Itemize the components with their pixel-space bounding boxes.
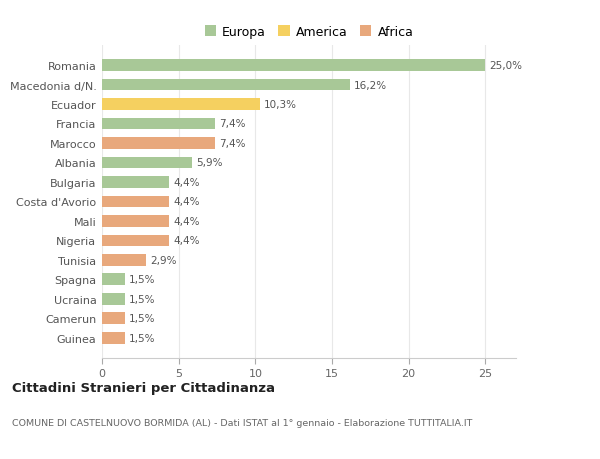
Bar	[102, 235, 169, 246]
Text: 7,4%: 7,4%	[220, 139, 246, 149]
Bar	[102, 79, 350, 91]
Bar	[102, 216, 169, 227]
Bar	[102, 177, 169, 188]
Text: 1,5%: 1,5%	[129, 274, 155, 285]
Text: Cittadini Stranieri per Cittadinanza: Cittadini Stranieri per Cittadinanza	[12, 381, 275, 394]
Text: 4,4%: 4,4%	[173, 197, 200, 207]
Bar	[102, 118, 215, 130]
Text: COMUNE DI CASTELNUOVO BORMIDA (AL) - Dati ISTAT al 1° gennaio - Elaborazione TUT: COMUNE DI CASTELNUOVO BORMIDA (AL) - Dat…	[12, 418, 472, 427]
Text: 4,4%: 4,4%	[173, 178, 200, 188]
Text: 7,4%: 7,4%	[220, 119, 246, 129]
Text: 2,9%: 2,9%	[151, 255, 177, 265]
Text: 1,5%: 1,5%	[129, 294, 155, 304]
Bar	[102, 254, 146, 266]
Bar	[102, 99, 260, 111]
Text: 10,3%: 10,3%	[264, 100, 297, 110]
Bar	[102, 332, 125, 344]
Bar	[102, 157, 193, 169]
Text: 5,9%: 5,9%	[196, 158, 223, 168]
Text: 1,5%: 1,5%	[129, 313, 155, 324]
Bar	[102, 293, 125, 305]
Legend: Europa, America, Africa: Europa, America, Africa	[199, 21, 419, 44]
Text: 4,4%: 4,4%	[173, 236, 200, 246]
Bar	[102, 60, 485, 72]
Bar	[102, 196, 169, 208]
Text: 16,2%: 16,2%	[354, 80, 388, 90]
Text: 1,5%: 1,5%	[129, 333, 155, 343]
Text: 4,4%: 4,4%	[173, 216, 200, 226]
Bar	[102, 138, 215, 150]
Bar	[102, 274, 125, 285]
Text: 25,0%: 25,0%	[489, 61, 522, 71]
Bar	[102, 313, 125, 325]
